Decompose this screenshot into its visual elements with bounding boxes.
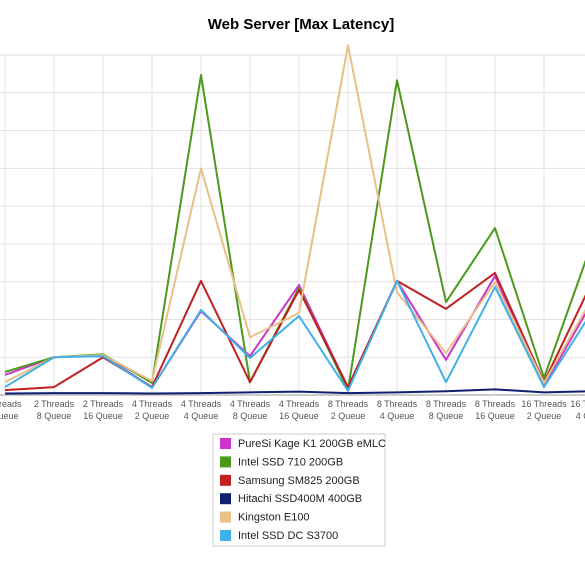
x-tick-line: 4 Threads [230,399,271,409]
x-tick-line: 4 Queue [576,411,585,421]
x-tick-line: 8 Threads [475,399,516,409]
legend-label: Samsung SM825 200GB [238,475,360,487]
legend: PureSi Kage K1 200GB eMLC Intel SSD 710 2… [212,433,386,547]
legend-label: Intel SSD DC S3700 [238,530,338,542]
legend-label: PureSi Kage K1 200GB eMLC [238,438,386,450]
x-tick-label: 8 Threads 4 Queue [377,399,418,421]
x-tick-line: 4 Queue [380,411,415,421]
x-tick-line: 16 Queue [83,411,123,421]
x-tick-line: 8 Queue [233,411,268,421]
legend-label: Intel SSD 710 200GB [238,456,343,468]
x-tick-label: Threads Queue [0,399,22,421]
x-tick-line: 16 Queue [475,411,515,421]
x-tick-line: 8 Threads [426,399,467,409]
x-tick-label: 4 Threads 8 Queue [230,399,271,421]
legend-swatch [220,474,231,486]
x-tick-line: 8 Queue [429,411,464,421]
x-tick-line: 2 Threads [83,399,124,409]
x-tick-label: 4 Threads 16 Queue [279,399,320,421]
legend-swatch [220,456,231,468]
x-tick-label: 2 Threads 16 Queue [83,399,124,421]
x-tick-label: 2 Threads 8 Queue [34,399,75,421]
x-tick-line: 8 Queue [37,411,72,421]
x-tick-line: 2 Threads [34,399,75,409]
series-line [4,74,585,392]
x-tick-line: 16 Threads [570,399,585,409]
legend-swatch [220,511,231,523]
x-tick-label: 4 Threads 2 Queue [132,399,173,421]
legend-swatch [220,493,231,505]
grid [0,54,585,396]
x-tick-label: 16 Threads 2 Queue [521,399,567,421]
x-tick-line: Queue [0,411,19,421]
series-line [4,44,585,384]
x-tick-line: 8 Threads [328,399,369,409]
x-tick-line: 2 Queue [331,411,366,421]
legend-swatch [220,530,231,541]
legend-box [212,433,386,547]
x-tick-line: 4 Queue [184,411,219,421]
series-line [4,279,585,392]
series-line [4,388,585,395]
x-tick-line: 4 Threads [181,399,222,409]
x-tick-label: 8 Threads 2 Queue [328,399,369,421]
chart-title: Web Server [Max Latency] [208,16,394,33]
x-tick-line: 2 Queue [135,411,170,421]
x-tick-line: 8 Threads [377,399,418,409]
x-tick-line: 16 Threads [521,399,567,409]
x-tick-label: 8 Threads 8 Queue [426,399,467,421]
x-tick-line: 2 Queue [527,411,562,421]
x-tick-label: 16 Threads 4 Queue [570,399,585,421]
x-tick-line: Threads [0,399,22,409]
x-tick-label: 8 Threads 16 Queue [475,399,516,421]
x-tick-line: 4 Threads [279,399,320,409]
x-tick-line: 4 Threads [132,399,173,409]
x-tick-label: 4 Threads 4 Queue [181,399,222,421]
x-axis: Threads Queue 2 Threads 8 Queue 2 Threads 16 … [0,399,585,421]
legend-label: Hitachi SSD400M 400GB [238,493,362,505]
legend-label: Kingston E100 [238,512,310,524]
x-tick-line: 16 Queue [279,411,319,421]
plot [4,44,585,395]
legend-swatch [220,438,231,449]
